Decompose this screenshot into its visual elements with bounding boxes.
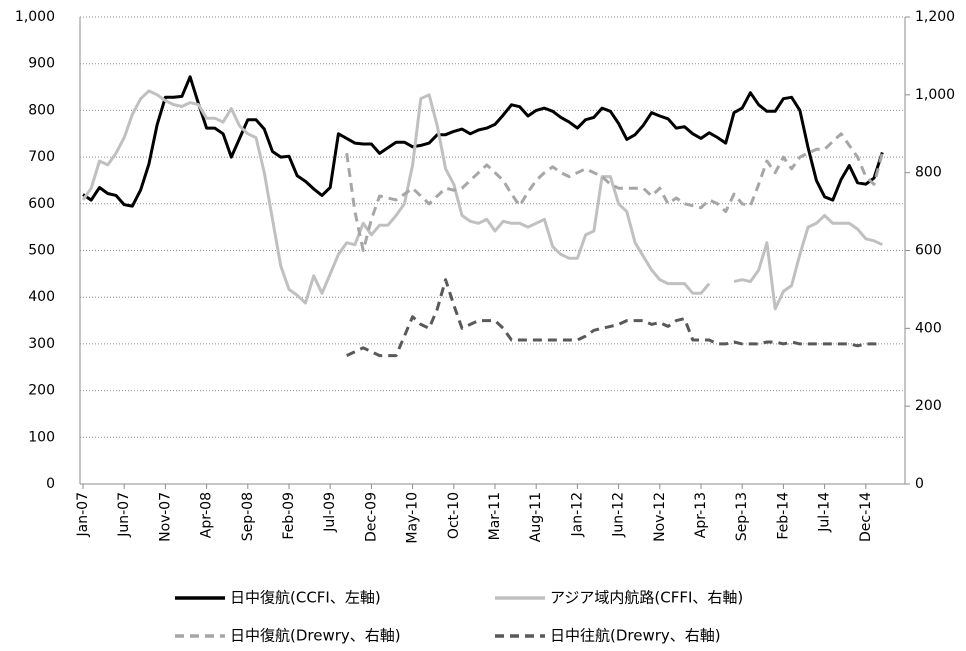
legend-label: 日中復航(CCFI、左軸) (230, 589, 381, 607)
y2-tick-label: 0 (915, 476, 924, 492)
series-line (81, 89, 883, 311)
y-tick-label: 700 (28, 149, 55, 165)
y2-tick-label: 1,000 (915, 87, 955, 103)
x-tick-label: Jan-12 (569, 492, 585, 537)
y2-tick-label: 400 (915, 320, 942, 336)
x-tick-label: Jun-07 (116, 492, 132, 538)
series-line (82, 75, 884, 208)
x-tick-label: Jan-07 (75, 492, 91, 537)
legend-label: 日中復航(Drewry、右軸) (230, 627, 401, 645)
y2-tick-label: 200 (915, 398, 942, 414)
y-tick-label: 900 (28, 56, 55, 72)
x-tick-label: Feb-09 (281, 492, 297, 540)
x-tick-label: Jul-09 (322, 492, 338, 533)
y2-tick-label: 1,200 (915, 9, 955, 25)
x-tick-label: Mar-11 (487, 492, 503, 540)
x-tick-label: Sep-08 (240, 492, 256, 541)
y-tick-label: 200 (28, 383, 55, 399)
y2-tick-label: 600 (915, 243, 942, 259)
x-tick-label: Jul-14 (817, 492, 833, 533)
legend-label: 日中往航(Drewry、右軸) (550, 627, 721, 645)
y-tick-label: 1,000 (15, 9, 55, 25)
y-tick-label: 0 (46, 476, 55, 492)
legend-label: アジア域内航路(CFFI、右軸) (550, 589, 743, 607)
x-tick-label: Oct-10 (446, 492, 462, 539)
y-tick-label: 600 (28, 196, 55, 212)
y-tick-label: 800 (28, 102, 55, 118)
y-tick-label: 400 (28, 289, 55, 305)
x-tick-label: Nov-07 (157, 492, 173, 542)
x-tick-label: Feb-14 (775, 492, 791, 540)
x-tick-label: May-10 (405, 492, 421, 544)
x-tick-label: Nov-12 (652, 492, 668, 542)
y-tick-label: 300 (28, 336, 55, 352)
x-tick-label: Sep-13 (734, 492, 750, 541)
x-tick-label: Jun-12 (611, 492, 627, 538)
y-tick-label: 500 (28, 243, 55, 259)
series-line (345, 132, 884, 252)
x-tick-label: Dec-09 (363, 492, 379, 542)
x-tick-label: Apr-08 (199, 492, 215, 538)
y2-tick-label: 800 (915, 165, 942, 181)
x-tick-label: Dec-14 (858, 492, 874, 542)
x-tick-label: Aug-11 (528, 492, 544, 542)
y-tick-label: 100 (28, 429, 55, 445)
x-tick-label: Apr-13 (693, 492, 709, 538)
